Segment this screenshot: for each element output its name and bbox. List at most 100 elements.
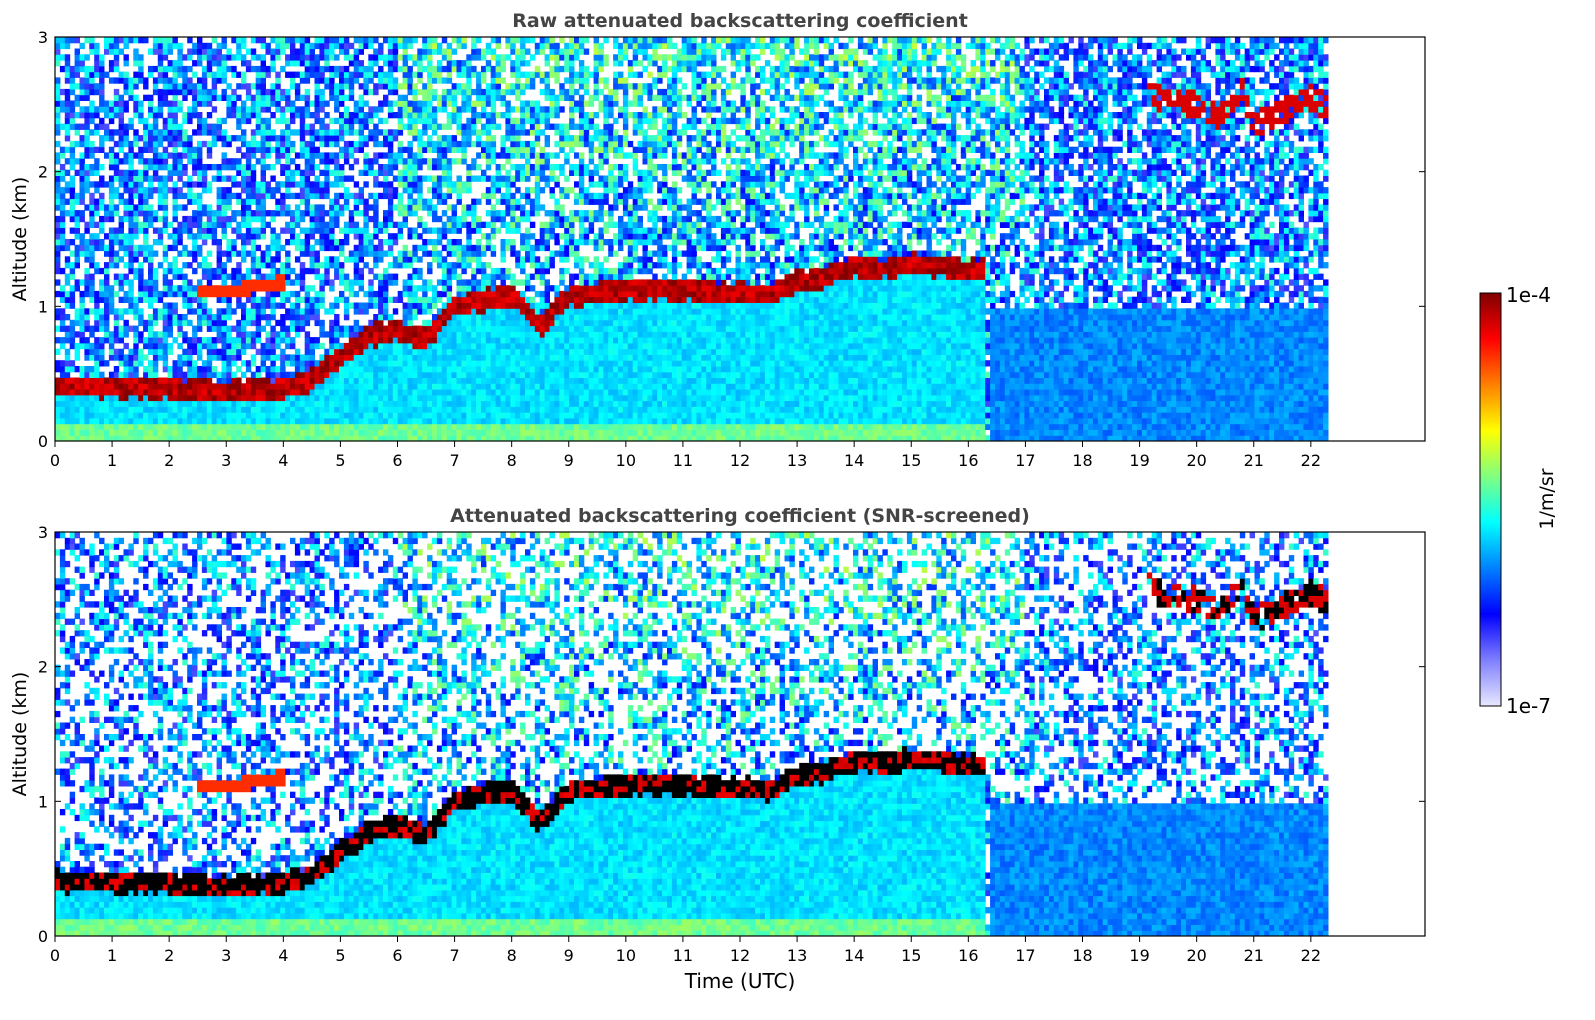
heatmap-cell [319,239,325,246]
heatmap-cell [383,152,389,159]
heatmap-cell [255,37,262,44]
heatmap-cell [358,400,364,407]
heatmap-cell [94,429,100,436]
heatmap-cell [250,227,257,234]
heatmap-cell [113,383,120,390]
heatmap-cell [211,135,218,142]
heatmap-cell [280,244,286,252]
heatmap-cell [407,256,413,263]
heatmap-cell [402,54,408,61]
heatmap-cell [353,371,360,378]
heatmap-cell [187,417,193,425]
heatmap-cell [187,406,193,413]
heatmap-cell [123,273,129,280]
heatmap-cell [373,290,379,298]
heatmap-cell [285,140,291,148]
heatmap-cell [476,83,482,90]
heatmap-cell [334,256,340,263]
heatmap-cell [104,123,110,130]
heatmap-cell [334,54,340,61]
heatmap-cell [280,354,286,361]
heatmap-cell [383,348,389,355]
heatmap-cell [339,244,345,252]
heatmap-cell [383,394,389,402]
heatmap-cell [402,366,408,373]
heatmap-cell [485,314,492,321]
heatmap-cell [309,152,315,159]
heatmap-cell [94,383,100,390]
heatmap-cell [108,227,115,234]
heatmap-cell [314,187,320,194]
heatmap-cell [451,302,457,309]
heatmap-cell [245,400,252,407]
heatmap-cell [304,169,311,176]
heatmap-cell [79,302,85,309]
heatmap-cell [490,227,497,234]
heatmap-cell [451,100,457,107]
heatmap-cell [485,290,492,298]
heatmap-cell [456,400,462,407]
heatmap-cell [481,337,487,344]
heatmap-cell [206,290,213,298]
heatmap-cell [451,371,457,378]
heatmap-cell [432,290,438,298]
heatmap-cell [162,164,169,171]
heatmap-cell [373,296,379,303]
heatmap-cell [187,54,193,61]
heatmap-cell [461,244,467,252]
heatmap-cell [339,348,345,355]
heatmap-cell [427,54,433,61]
heatmap-cell [162,360,169,367]
heatmap-cell [89,198,95,205]
heatmap-cell [324,308,330,315]
heatmap-cell [79,412,85,419]
heatmap-cell [466,65,472,73]
heatmap-cell [417,164,423,171]
heatmap-cell [412,342,418,350]
heatmap-cell [500,308,506,315]
heatmap-cell [358,37,364,44]
heatmap-cell [353,192,360,200]
heatmap-cell [343,331,350,338]
heatmap-cell [250,210,257,217]
heatmap-cell [368,383,374,390]
heatmap-cell [471,302,477,309]
heatmap-cell [422,37,428,44]
heatmap-cell [407,348,413,355]
heatmap-cell [353,71,360,78]
heatmap-cell [226,175,232,182]
heatmap-cell [304,94,311,101]
heatmap-cell [84,169,90,176]
heatmap-cell [505,129,511,136]
heatmap-cell [299,227,306,234]
heatmap-cell [241,106,247,113]
heatmap-cell [490,435,497,441]
heatmap-cell [368,377,374,384]
heatmap-cell [471,371,477,378]
heatmap-cell [280,88,286,96]
heatmap-cell [500,296,506,303]
heatmap-cell [177,239,183,246]
heatmap-cell [490,354,497,361]
heatmap-cell [324,239,330,246]
heatmap-cell [358,100,364,107]
heatmap-cell [495,181,501,188]
heatmap-cell [319,400,325,407]
heatmap-cell [241,198,247,205]
heatmap-cell [432,325,438,332]
heatmap-cell [299,77,306,84]
heatmap-cell [94,435,100,441]
heatmap-cell [64,296,71,303]
heatmap-cell [245,273,252,280]
heatmap-cell [172,383,178,390]
heatmap-cell [329,435,335,441]
heatmap-cell [363,250,369,257]
heatmap-cell [245,198,252,205]
heatmap-cell [304,60,311,67]
heatmap-cell [250,267,257,275]
heatmap-cell [417,100,423,107]
heatmap-cell [451,60,457,67]
heatmap-cell [55,88,61,96]
heatmap-cell [108,423,115,430]
heatmap-cell [270,285,276,292]
